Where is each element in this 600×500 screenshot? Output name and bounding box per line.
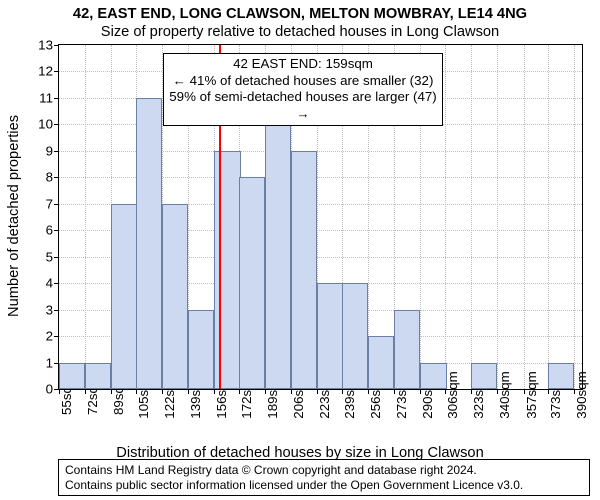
y-tick-label: 11 <box>39 90 53 105</box>
gridline-v <box>574 45 575 389</box>
histogram-bar <box>548 363 574 389</box>
gridline-v <box>471 45 472 389</box>
histogram-bar <box>136 98 162 389</box>
histogram-bar <box>471 363 497 389</box>
attribution-footer: Contains HM Land Registry data © Crown c… <box>58 459 590 496</box>
y-tick-label: 0 <box>46 382 53 397</box>
gridline-v <box>85 45 86 389</box>
histogram-bar <box>291 151 317 389</box>
y-tick-mark <box>54 45 59 46</box>
y-tick-label: 7 <box>46 196 53 211</box>
y-tick-mark <box>54 257 59 258</box>
x-tick-label: 390sqm <box>574 371 589 418</box>
y-tick-mark <box>54 177 59 178</box>
x-tick-label: 340sqm <box>497 371 512 418</box>
y-tick-mark <box>54 151 59 152</box>
histogram-bar <box>111 204 137 389</box>
histogram-bar <box>162 204 188 389</box>
y-tick-label: 9 <box>46 143 53 158</box>
y-tick-mark <box>54 230 59 231</box>
histogram-bar <box>265 124 291 389</box>
y-tick-label: 8 <box>46 170 53 185</box>
y-tick-label: 6 <box>46 223 53 238</box>
annotation-box: 42 EAST END: 159sqm ← 41% of detached ho… <box>163 53 443 126</box>
y-tick-mark <box>54 98 59 99</box>
histogram-bar <box>85 363 111 389</box>
gridline-v <box>497 45 498 389</box>
chart-subtitle: Size of property relative to detached ho… <box>0 24 600 40</box>
histogram-bar <box>394 310 420 389</box>
y-tick-label: 3 <box>46 302 53 317</box>
plot-area: 01234567891011121355sqm72sqm89sqm105sqm1… <box>58 44 583 390</box>
annotation-line-2: ← 41% of detached houses are smaller (32… <box>168 73 438 90</box>
y-tick-mark <box>54 71 59 72</box>
y-tick-label: 5 <box>46 249 53 264</box>
y-tick-mark <box>54 204 59 205</box>
histogram-bar <box>420 363 446 389</box>
gridline-v <box>548 45 549 389</box>
y-tick-label: 13 <box>38 38 53 53</box>
y-tick-label: 2 <box>46 329 53 344</box>
y-tick-label: 4 <box>46 276 53 291</box>
y-tick-mark <box>54 283 59 284</box>
y-tick-label: 1 <box>46 355 53 370</box>
footer-line-1: Contains HM Land Registry data © Crown c… <box>65 463 583 477</box>
x-tick-label: 306sqm <box>445 371 460 418</box>
y-tick-label: 12 <box>38 64 53 79</box>
histogram-bar <box>317 283 343 389</box>
histogram-bar <box>368 336 394 389</box>
gridline-v <box>445 45 446 389</box>
histogram-bar <box>59 363 85 389</box>
annotation-line-3: 59% of semi-detached houses are larger (… <box>168 89 438 122</box>
y-tick-label: 10 <box>38 117 53 132</box>
histogram-bar <box>342 283 368 389</box>
chart-title: 42, EAST END, LONG CLAWSON, MELTON MOWBR… <box>0 6 600 22</box>
footer-line-2: Contains public sector information licen… <box>65 478 583 492</box>
gridline-v <box>524 45 525 389</box>
x-tick-label: 357sqm <box>524 371 539 418</box>
y-tick-mark <box>54 310 59 311</box>
y-axis-label: Number of detached properties <box>6 115 22 317</box>
annotation-line-1: 42 EAST END: 159sqm <box>168 56 438 73</box>
chart-container: 42, EAST END, LONG CLAWSON, MELTON MOWBR… <box>0 0 600 500</box>
y-tick-mark <box>54 336 59 337</box>
histogram-bar <box>239 177 265 389</box>
histogram-bar <box>188 310 214 389</box>
y-tick-mark <box>54 124 59 125</box>
